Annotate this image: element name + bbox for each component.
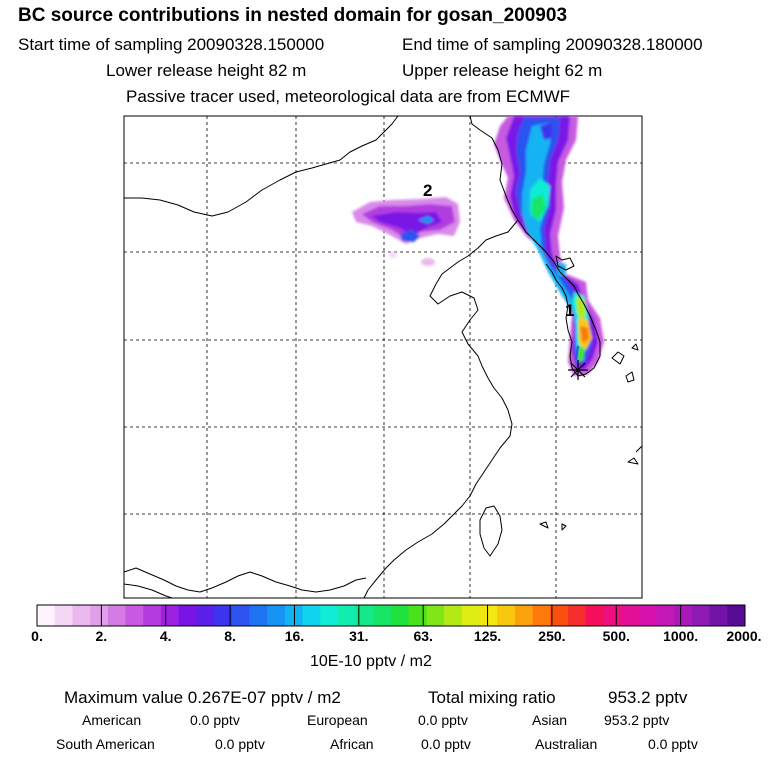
colorbar-swatch [532,605,551,626]
colorbar [36,605,746,626]
colorbar-swatch [408,605,427,626]
colorbar-tick-label: 2. [95,628,108,644]
graticule [124,116,642,598]
sampling-start-time: Start time of sampling 20090328.150000 [18,35,325,54]
colorbar-swatch [196,605,215,626]
american-label: American [82,712,142,728]
colorbar-swatch [621,605,640,626]
colorbar-swatch [54,605,73,626]
asian-label: Asian [532,712,568,728]
colorbar-swatch [143,605,162,626]
source-label-2: 2 [423,181,432,200]
colorbar-swatch [656,605,675,626]
colorbar-swatch [214,605,233,626]
colorbar-swatch [497,605,516,626]
colorbar-tick-label: 125. [473,628,502,644]
australian-value: 0.0 pptv [648,736,698,752]
receptor-star-icon [568,360,588,380]
south-american-label: South American [56,736,155,752]
colorbar-swatch [638,605,657,626]
colorbar-swatch [391,605,410,626]
african-label: African [330,736,374,752]
colorbar-tick-label: 0. [31,628,43,644]
colorbar-frame [36,604,746,627]
colorbar-swatch [426,605,445,626]
american-value: 0.0 pptv [190,712,240,728]
total-mixing-ratio-value: 953.2 pptv [608,688,688,707]
australian-label: Australian [535,736,598,752]
upper-release-height: Upper release height 62 m [402,61,603,80]
colorbar-swatch [267,605,286,626]
sampling-end-time: End time of sampling 20090328.180000 [402,35,703,54]
colorbar-swatch [125,605,144,626]
asian-value: 953.2 pptv [604,712,670,728]
total-mixing-ratio-label: Total mixing ratio [428,688,556,707]
colorbar-tick-label: 500. [602,628,630,644]
colorbar-units: 10E-10 pptv / m2 [310,653,432,670]
colorbar-swatch [691,605,710,626]
colorbar-tick-label: 8. [224,628,236,644]
colorbar-tick-label: 1000. [663,628,699,644]
tracer-info: Passive tracer used, meteorological data… [126,87,571,106]
colorbar-swatch [355,605,374,626]
colorbar-tick-label: 4. [159,628,172,644]
european-label: European [307,712,368,728]
colorbar-swatch [284,605,303,626]
colorbar-swatch [178,605,197,626]
colorbar-swatch [107,605,126,626]
colorbar-swatch [90,605,109,626]
colorbar-swatch [373,605,392,626]
lower-release-height: Lower release height 82 m [106,61,307,80]
colorbar-swatch [37,605,56,626]
colorbar-swatch [550,605,569,626]
colorbar-swatch [160,605,179,626]
colorbar-tick-label: 250. [538,628,566,644]
colorbar-swatch [709,605,728,626]
colorbar-tick-label: 63. [413,628,433,644]
african-value: 0.0 pptv [421,736,471,752]
colorbar-swatch [514,605,533,626]
colorbar-swatch [320,605,339,626]
colorbar-swatch [249,605,268,626]
colorbar-tick-label: 2000. [726,628,762,644]
colorbar-swatch [727,605,746,626]
source-label-1: 1 [565,301,574,320]
colorbar-swatch [585,605,604,626]
colorbar-swatch [603,605,622,626]
colorbar-tick-label: 31. [349,628,369,644]
colorbar-swatch [444,605,463,626]
maximum-value: Maximum value 0.267E-07 pptv / m2 [64,688,341,707]
european-value: 0.0 pptv [418,712,468,728]
colorbar-swatch [461,605,480,626]
colorbar-swatch [302,605,321,626]
colorbar-swatch [674,605,693,626]
south-american-value: 0.0 pptv [215,736,265,752]
colorbar-swatch [479,605,498,626]
colorbar-swatch [337,605,356,626]
colorbar-swatch [231,605,250,626]
plume-region-2 [352,197,460,266]
plume-region-1 [494,116,604,376]
colorbar-tick-label: 16. [284,628,305,644]
figure-title: BC source contributions in nested domain… [18,5,568,26]
colorbar-swatch [72,605,91,626]
colorbar-swatch [568,605,587,626]
coastlines [124,116,642,598]
